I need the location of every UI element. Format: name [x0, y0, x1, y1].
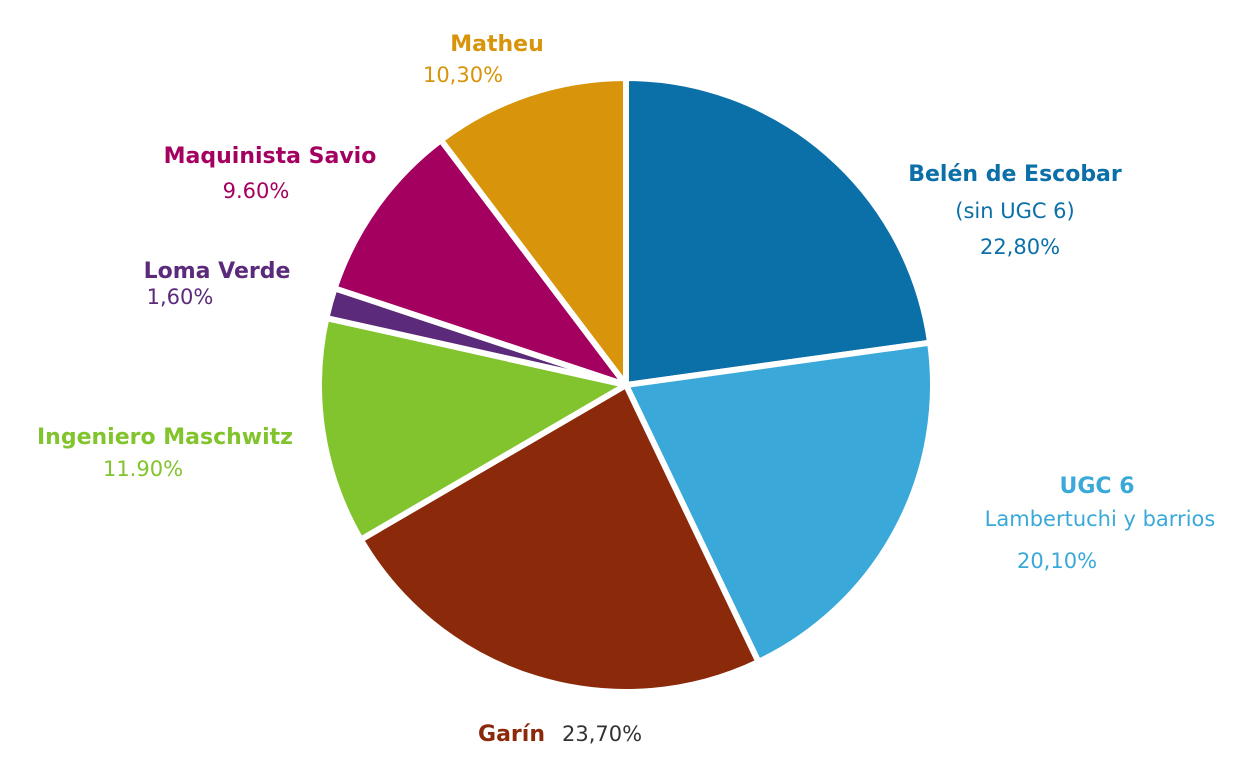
slice-label: Loma Verde: [144, 259, 291, 284]
value-label: 10,30%: [423, 63, 503, 87]
pie-slice: [357, 382, 762, 695]
value-label: 22,80%: [980, 235, 1060, 259]
value-label: 1,60%: [147, 285, 214, 309]
pie-slice: [623, 339, 936, 665]
slice-label: Ingeniero Maschwitz: [37, 425, 293, 450]
slice-label: Matheu: [450, 32, 544, 57]
slice-label: Garín: [478, 722, 545, 747]
slice-label: Belén de Escobar: [908, 162, 1122, 187]
value-label: 9.60%: [223, 179, 290, 203]
slice-label: Maquinista Savio: [164, 144, 377, 169]
slice-note: Lambertuchi y barrios: [985, 507, 1216, 531]
pie-slice: [331, 137, 629, 388]
slice-label: UGC 6: [1059, 474, 1134, 499]
value-label: 23,70%: [562, 722, 642, 746]
pie-slice: [316, 315, 629, 543]
pie-slice: [437, 75, 629, 388]
slice-note: (sin UGC 6): [955, 199, 1075, 223]
value-label: 20,10%: [1017, 549, 1097, 573]
pie-slice: [623, 75, 934, 388]
value-label: 11.90%: [103, 457, 183, 481]
